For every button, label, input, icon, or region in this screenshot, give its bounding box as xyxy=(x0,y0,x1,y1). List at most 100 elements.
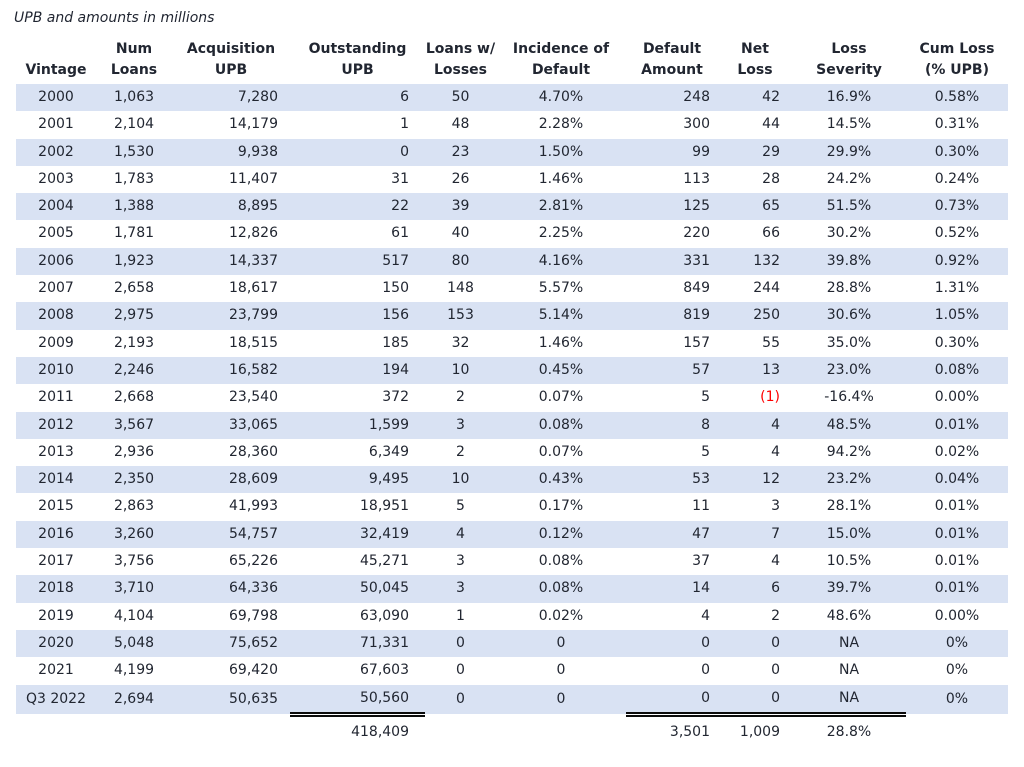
table-cell: 61 xyxy=(391,225,409,242)
table-cell: 0.01% xyxy=(906,411,1008,439)
table-cell: 2.81% xyxy=(496,193,626,221)
table-cell: 0 xyxy=(771,662,780,679)
empty-cell xyxy=(172,714,290,747)
table-cell: 18,617 xyxy=(229,280,278,297)
empty-cell xyxy=(496,714,626,747)
table-row: 2004 1,388 8,895 22 39 2.81% 125 65 51.5% 0.73% xyxy=(16,193,1008,221)
table-cell: 5 xyxy=(701,443,710,460)
table-cell: 0.30% xyxy=(906,138,1008,166)
table-cell: 0.08% xyxy=(906,356,1008,385)
table-cell: 0 xyxy=(456,662,465,679)
table-cell: 2016 xyxy=(16,520,96,549)
table-cell: 35.0% xyxy=(826,334,872,351)
table-row: 2021 4,199 69,420 67,603 0 0 0 0 NA 0% xyxy=(16,657,1008,684)
table-cell: 23,540 xyxy=(229,389,278,406)
table-cell: 69,798 xyxy=(229,607,278,624)
table-cell: 32 xyxy=(451,334,470,351)
table-cell: 849 xyxy=(683,280,710,297)
table-cell: 40 xyxy=(451,225,470,242)
table-cell: 2007 xyxy=(38,280,74,297)
table-cell: 0.00% xyxy=(934,389,980,406)
table-row: 2006 1,923 14,337 517 80 4.16% 331 132 39.8% 0.92… xyxy=(16,247,1008,276)
table-cell: 1,923 xyxy=(96,247,172,276)
table-cell: 11 xyxy=(692,498,710,515)
table-cell: 4.16% xyxy=(496,247,626,276)
table-cell: 1,781 xyxy=(113,225,155,242)
table-cell: 4,199 xyxy=(113,662,155,679)
column-header: Acquisition UPB xyxy=(186,41,276,78)
table-cell: 2011 xyxy=(38,389,74,406)
column-header: Loans w/ Losses xyxy=(425,41,496,78)
total-value: 28.8% xyxy=(792,714,906,747)
table-cell: 2 xyxy=(456,443,465,460)
table-cell: 220 xyxy=(683,225,710,242)
total-value: 1,009 xyxy=(718,714,792,747)
table-cell: 0 xyxy=(718,629,792,658)
table-cell: 28,609 xyxy=(172,466,290,494)
table-cell: 64,336 xyxy=(172,575,290,603)
table-cell: 125 xyxy=(626,193,718,221)
table-cell: 14,179 xyxy=(229,116,278,133)
table-cell: 65,226 xyxy=(229,553,278,570)
table-cell: 153 xyxy=(425,302,496,330)
table-cell: 23 xyxy=(425,138,496,166)
table-cell: 1.05% xyxy=(906,302,1008,330)
table-cell: 18,951 xyxy=(360,498,409,515)
table-cell: 331 xyxy=(626,247,718,276)
table-cell: 33,065 xyxy=(172,411,290,439)
table-cell: 14.5% xyxy=(826,116,872,133)
table-cell: 0.04% xyxy=(906,466,1008,494)
table-cell: 24.2% xyxy=(826,170,872,187)
table-cell: 2013 xyxy=(38,443,74,460)
table-cell: 16,582 xyxy=(172,356,290,385)
table-cell: 113 xyxy=(683,170,710,187)
table-cell: 10 xyxy=(425,356,496,385)
table-cell: 2009 xyxy=(38,334,74,351)
table-cell: 0.01% xyxy=(906,575,1008,603)
table-cell: 2,658 xyxy=(113,280,155,297)
table-cell: 372 xyxy=(382,389,409,406)
table-cell: -16.4% xyxy=(824,389,874,406)
table-cell: 2018 xyxy=(16,575,96,603)
table-cell: 2.28% xyxy=(538,116,584,133)
table-cell: 0.73% xyxy=(906,193,1008,221)
table-cell: 0.58% xyxy=(906,84,1008,112)
table-cell: 0.92% xyxy=(906,247,1008,276)
table-cell: 0.01% xyxy=(934,498,980,515)
table-cell: 30.6% xyxy=(792,302,906,330)
table-cell: 2003 xyxy=(38,170,74,187)
table-cell: 10.5% xyxy=(826,553,872,570)
table-cell: 18,515 xyxy=(229,334,278,351)
table-cell: 250 xyxy=(718,302,792,330)
table-body: 2000 1,063 7,280 6 50 4.70% 248 42 16.9% 0.58% 200… xyxy=(16,84,1008,747)
table-cell: 29.9% xyxy=(792,138,906,166)
table-cell: 50,635 xyxy=(172,684,290,715)
table-cell: 2,193 xyxy=(113,334,155,351)
table-cell: 2,350 xyxy=(96,466,172,494)
empty-cell xyxy=(96,714,172,747)
table-cell: 22 xyxy=(290,193,425,221)
table-cell: 0.02% xyxy=(934,443,980,460)
table-cell: 0% xyxy=(906,629,1008,658)
table-cell: 48.5% xyxy=(792,411,906,439)
table-cell: 15.0% xyxy=(792,520,906,549)
column-header: Vintage xyxy=(25,62,87,78)
table-cell: 4 xyxy=(771,553,780,570)
table-cell: 28 xyxy=(762,170,780,187)
table-cell: 50 xyxy=(425,84,496,112)
table-cell: 94.2% xyxy=(826,443,872,460)
table-cell: 2,668 xyxy=(113,389,155,406)
table-row: 2016 3,260 54,757 32,419 4 0.12% 47 7 15.0% 0.01% xyxy=(16,520,1008,549)
table-cell: 0% xyxy=(945,662,969,679)
table-cell: 0.30% xyxy=(934,334,980,351)
table-cell: 16.9% xyxy=(792,84,906,112)
table-cell: 48 xyxy=(451,116,470,133)
table-cell: 2,936 xyxy=(113,443,155,460)
table-cell: 10 xyxy=(425,466,496,494)
table-cell: 0 xyxy=(425,629,496,658)
table-cell: 244 xyxy=(753,280,780,297)
table-row: Q3 2022 2,694 50,635 50,560 0 0 0 0 NA 0% xyxy=(16,684,1008,717)
table-cell: (1) xyxy=(760,389,780,406)
table-cell: 63,090 xyxy=(360,607,409,624)
table-row: 2002 1,530 9,938 0 23 1.50% 99 29 29.9% 0.30% xyxy=(16,138,1008,166)
